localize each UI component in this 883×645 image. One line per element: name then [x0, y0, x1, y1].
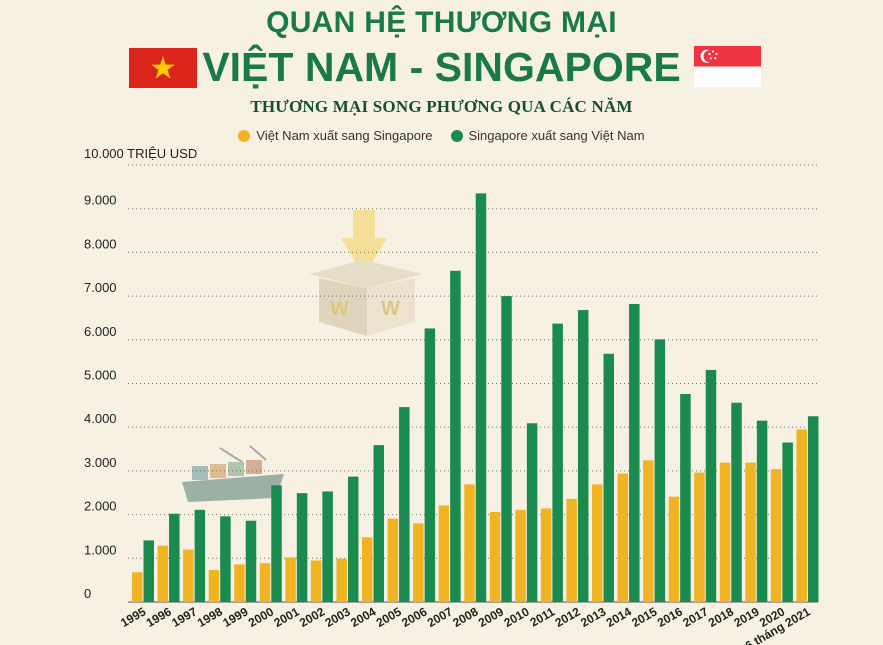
bar-sg-export: [245, 520, 257, 602]
bar-vn-export: [285, 557, 296, 602]
bar-sg-export: [603, 353, 614, 602]
y-tick-label: 0: [84, 586, 91, 601]
y-axis-unit: TRIỆU USD: [127, 146, 198, 161]
bar-vn-export: [132, 572, 143, 602]
bar-sg-export: [220, 516, 231, 602]
bar-sg-export: [347, 476, 359, 602]
bar-sg-export: [731, 402, 742, 602]
bar-vn-export: [515, 509, 526, 602]
bar-vn-export: [259, 563, 271, 602]
svg-text:W: W: [330, 298, 349, 320]
title-line-2: VIỆT NAM - SINGAPORE: [202, 44, 681, 90]
y-tick-label: 6.000: [84, 324, 117, 339]
bar-vn-export: [336, 558, 347, 602]
bar-vn-export: [387, 518, 399, 602]
bar-sg-export: [680, 393, 691, 602]
singapore-flag-icon: [694, 46, 761, 87]
bar-sg-export: [399, 407, 410, 602]
bar-sg-export: [373, 445, 384, 602]
bar-sg-export: [450, 270, 461, 602]
bar-sg-export: [526, 423, 538, 602]
legend-swatch-sg-export: [450, 129, 463, 142]
bar-vn-export: [234, 564, 245, 602]
bar-sg-export: [424, 328, 436, 602]
bar-sg-export: [807, 416, 819, 602]
y-tick-label: 2.000: [84, 499, 117, 514]
y-tick-label: 3.000: [84, 455, 117, 470]
y-tick-label: 7.000: [84, 280, 117, 295]
bar-vn-export: [617, 473, 629, 602]
bar-sg-export: [705, 369, 717, 602]
y-tick-label: 4.000: [84, 411, 117, 426]
y-tick-label: 8.000: [84, 236, 117, 251]
bar-vn-export: [489, 511, 501, 602]
bar-vn-export: [438, 505, 450, 602]
bar-sg-export: [296, 493, 308, 602]
cargo-ship-icon: [182, 445, 284, 502]
vietnam-flag-icon: [129, 48, 197, 88]
bar-vn-export: [413, 523, 424, 602]
svg-text:W: W: [381, 298, 400, 320]
y-axis-top-tick: 10.000: [84, 146, 124, 161]
bar-vn-export: [310, 560, 322, 602]
bar-sg-export: [271, 485, 282, 602]
bar-sg-export: [552, 323, 563, 602]
bar-vn-export: [208, 570, 220, 602]
bar-vn-export: [464, 484, 475, 602]
bar-sg-export: [629, 303, 640, 602]
bar-vn-export: [643, 460, 654, 602]
bar-vn-export: [566, 498, 577, 602]
legend-label-sg-export: Singapore xuất sang Việt Nam: [468, 128, 645, 143]
bar-vn-export: [157, 545, 169, 602]
legend-label-vn-export: Việt Nam xuất sang Singapore: [256, 128, 433, 143]
chart-legend: Việt Nam xuất sang Singapore Singapore x…: [0, 128, 883, 143]
bar-sg-export: [577, 310, 589, 602]
bar-vn-export: [540, 508, 552, 602]
bar-sg-export: [169, 513, 180, 602]
bar-vn-export: [719, 462, 731, 602]
bar-sg-export: [475, 193, 487, 602]
y-tick-label: 5.000: [84, 368, 117, 383]
y-axis-unit-label: 10.000 TRIỆU USD: [84, 146, 197, 161]
bar-sg-export: [322, 491, 333, 602]
bar-vn-export: [770, 469, 782, 602]
bar-vn-export: [745, 462, 756, 602]
bar-vn-export: [183, 549, 194, 602]
box-with-arrow-icon: W W: [309, 210, 423, 336]
chart-subtitle: THƯƠNG MẠI SONG PHƯƠNG QUA CÁC NĂM: [250, 97, 633, 116]
bar-vn-export: [592, 484, 603, 602]
bar-sg-export: [143, 540, 154, 602]
bar-vn-export: [694, 472, 705, 602]
title-line-1: QUAN HỆ THƯƠNG MẠI: [266, 6, 617, 39]
bar-sg-export: [501, 296, 512, 602]
bar-sg-export: [654, 339, 666, 602]
legend-item-vn-export: Việt Nam xuất sang Singapore: [238, 128, 433, 143]
bar-sg-export: [782, 442, 793, 602]
bar-sg-export: [194, 509, 206, 602]
legend-swatch-vn-export: [238, 129, 251, 142]
y-tick-label: 9.000: [84, 193, 117, 208]
bar-vn-export: [796, 429, 807, 602]
bar-vn-export: [668, 496, 680, 602]
y-tick-label: 1.000: [84, 542, 117, 557]
bar-vn-export: [362, 537, 373, 602]
legend-item-sg-export: Singapore xuất sang Việt Nam: [450, 128, 645, 143]
bar-sg-export: [756, 420, 768, 602]
